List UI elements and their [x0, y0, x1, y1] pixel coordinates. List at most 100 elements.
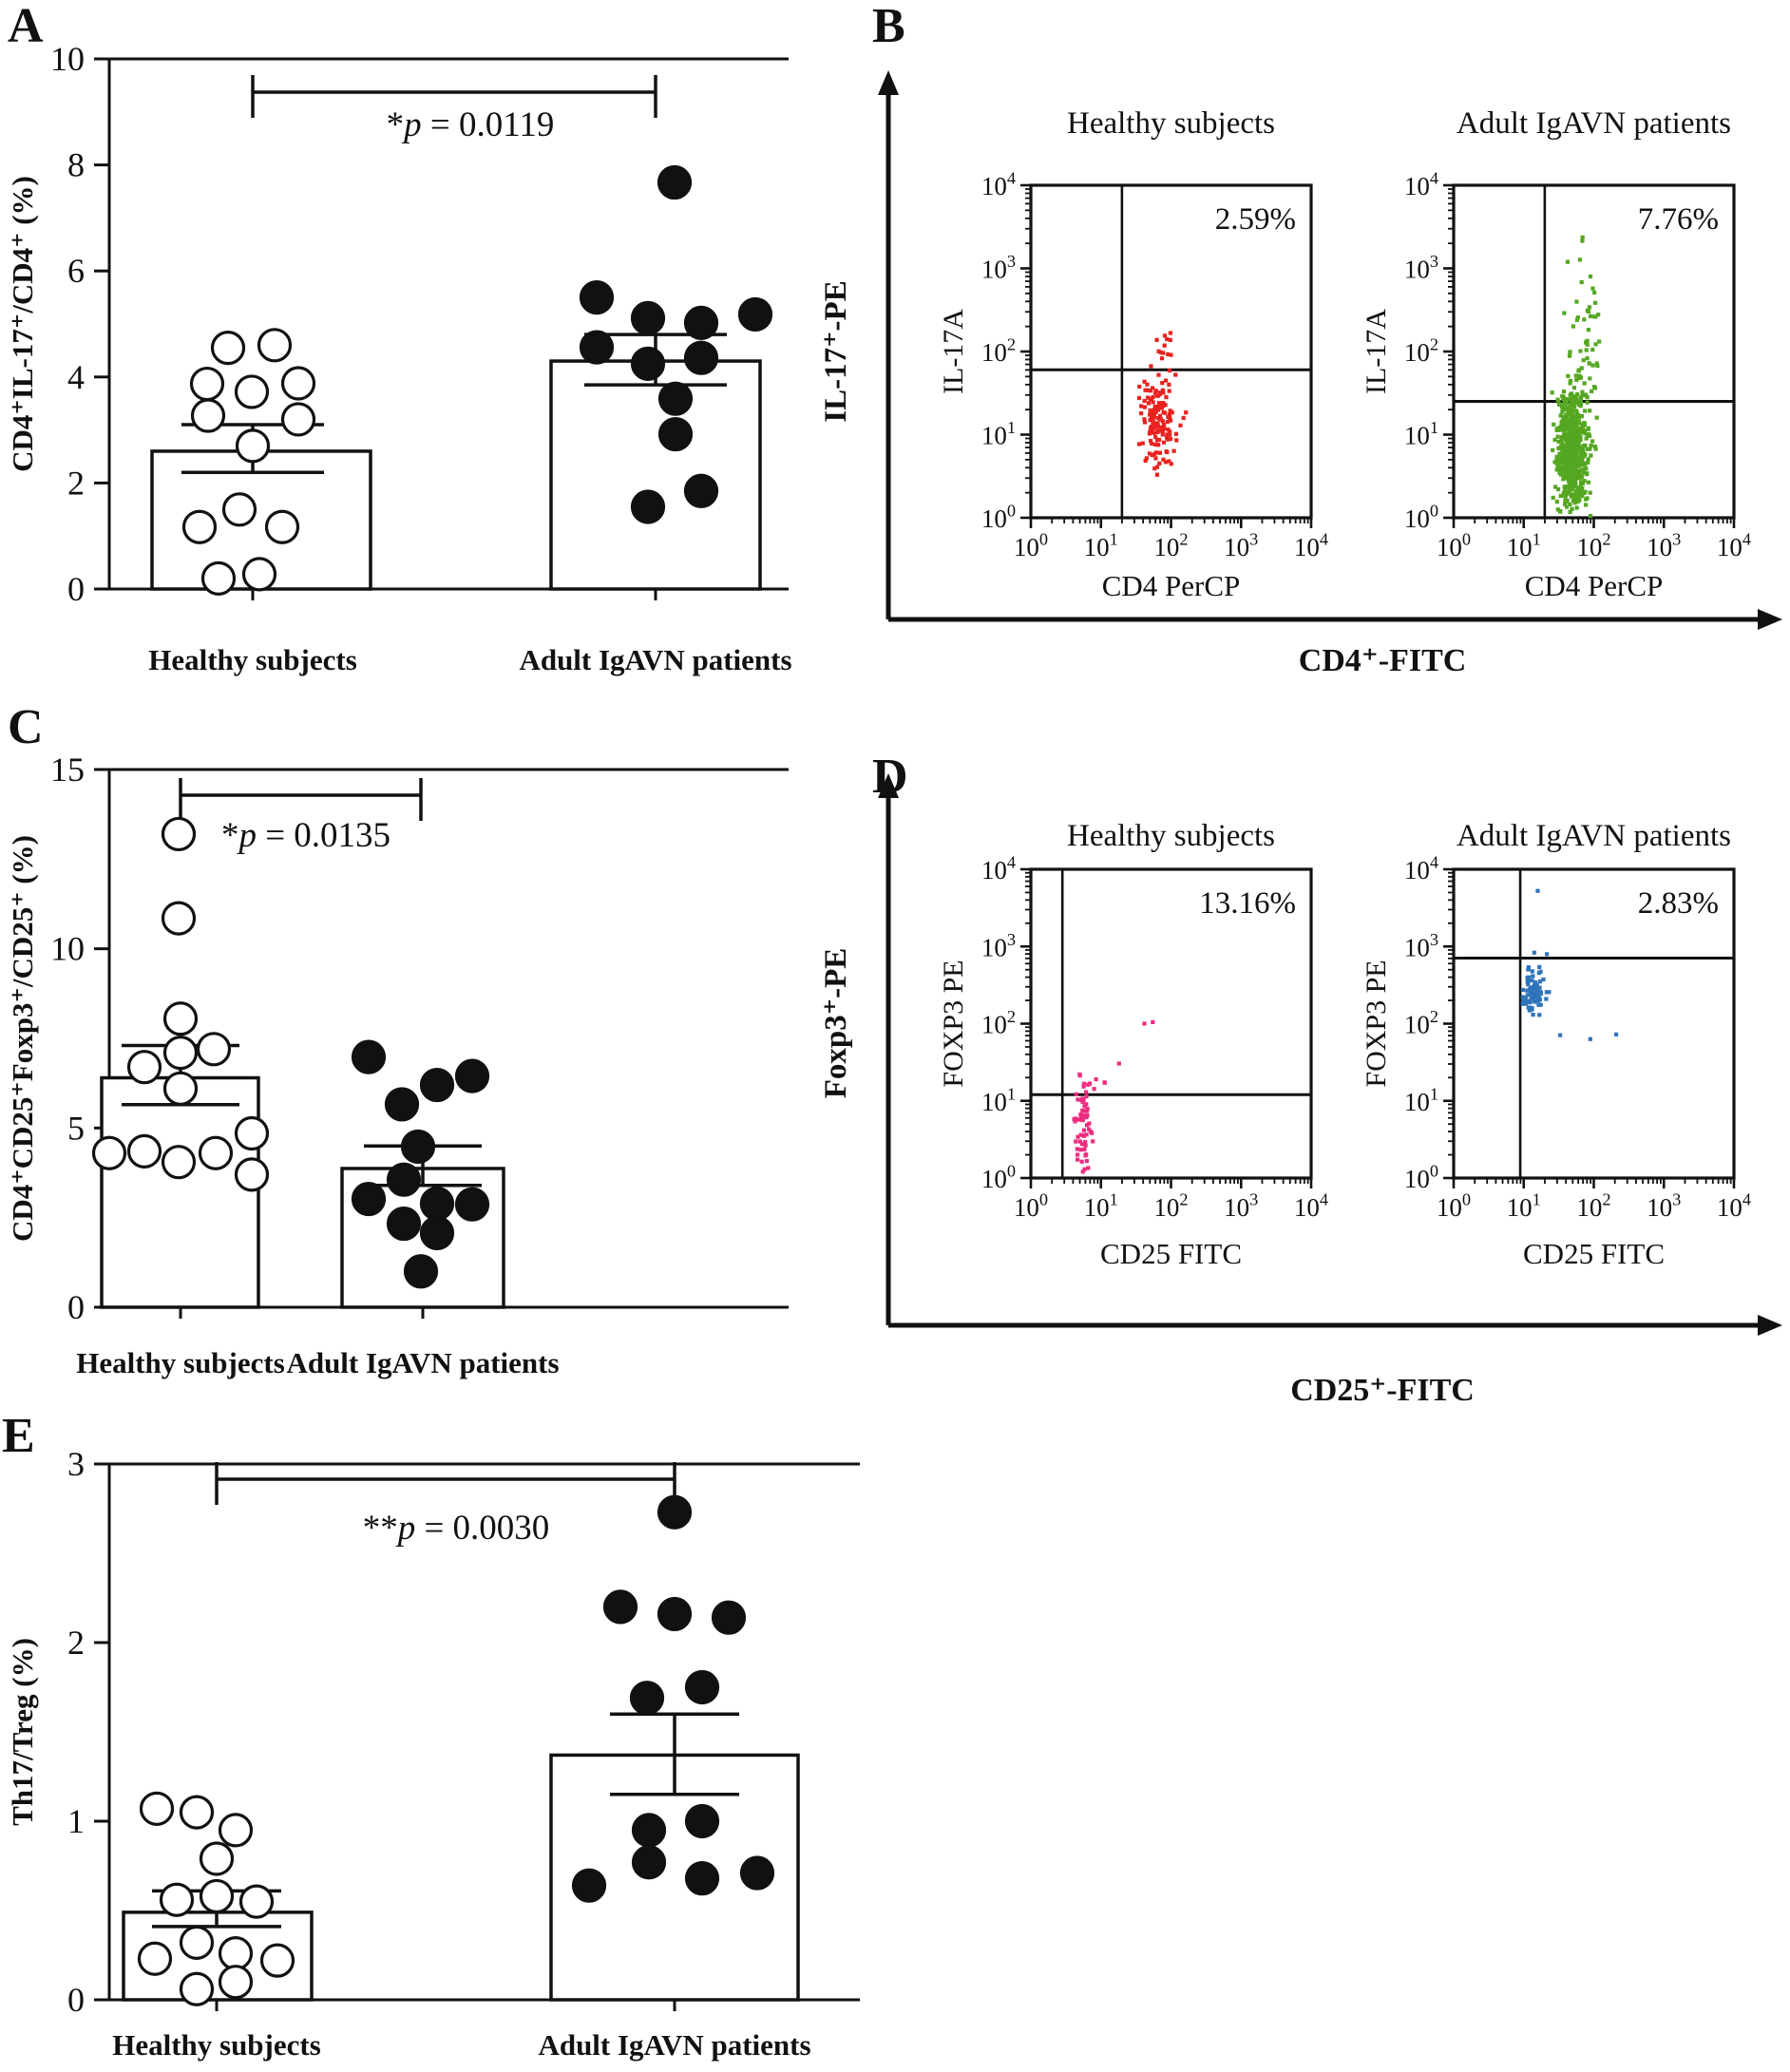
data-point-open	[280, 366, 316, 401]
flow-event-dot	[1168, 436, 1173, 442]
flow-event-dot	[1569, 407, 1573, 412]
flow-event-dot	[1536, 994, 1541, 998]
flow-y-tick-label: 102	[1404, 335, 1438, 367]
flow-event-dot	[1580, 480, 1585, 485]
flow-event-dot	[1559, 442, 1565, 447]
flow-event-dot	[1148, 396, 1152, 402]
flow-event-dot	[1151, 1019, 1155, 1024]
flow-event-dot	[1552, 437, 1557, 443]
flow-event-dot	[1592, 445, 1597, 449]
flow-event-dot	[1564, 466, 1569, 471]
flow-x-tick-label: 102	[1576, 530, 1610, 561]
flow-x-tick-label: 104	[1717, 1190, 1751, 1222]
flow-event-dot	[1569, 463, 1574, 468]
flow-event-dot	[1552, 422, 1556, 427]
flow-event-dot	[1085, 1107, 1090, 1112]
y-tick-label: 2	[67, 1624, 85, 1662]
y-tick-label: 0	[67, 1288, 85, 1326]
flow-event-dot	[1083, 1139, 1088, 1145]
flow-event-dot	[1169, 352, 1173, 357]
data-point-open	[190, 398, 226, 433]
flow-event-dot	[1086, 1166, 1091, 1170]
flow-x-tick-label: 103	[1647, 530, 1681, 561]
figure-element: 10	[981, 1088, 1007, 1116]
figure-element: 3	[1672, 530, 1681, 549]
flow-event-dot	[1560, 467, 1566, 472]
flow-event-dot	[1148, 389, 1153, 393]
flow-event-dot	[1562, 401, 1568, 406]
figure-element: 10	[1437, 1193, 1462, 1222]
flow-event-dot	[1576, 420, 1581, 426]
flow-event-dot	[1136, 395, 1142, 401]
data-point-open	[196, 1032, 232, 1067]
flow-event-dot	[1559, 437, 1564, 443]
y-tick-label: 0	[67, 1981, 85, 2019]
figure-element: 4	[1007, 169, 1016, 188]
p-value-label: *p = 0.0135	[221, 816, 390, 855]
figure-element: 3	[1007, 252, 1016, 271]
data-point-filled	[579, 280, 615, 315]
flow-x-axis-title: CD25 FITC	[1100, 1237, 1242, 1270]
figure-element: 10	[1404, 172, 1430, 200]
flow-event-dot	[1577, 402, 1582, 408]
flow-event-dot	[1156, 372, 1161, 377]
figure-element: 4	[1742, 530, 1751, 549]
flow-event-dot	[1169, 462, 1173, 466]
figure-element: 2	[1007, 335, 1016, 354]
outer-y-axis-arrowhead	[878, 70, 899, 95]
flow-event-dot	[1561, 390, 1567, 394]
flow-event-dot	[1561, 427, 1566, 431]
flow-event-dot	[1566, 475, 1571, 481]
data-point-filled	[737, 296, 773, 333]
flow-event-dot	[1556, 399, 1561, 404]
flow-event-dot	[1084, 1132, 1089, 1137]
flow-event-dot	[1580, 493, 1585, 499]
figure-element: 4	[1430, 853, 1438, 872]
flow-event-dot	[1157, 450, 1163, 455]
figure-element: 10	[1404, 1088, 1430, 1116]
flow-event-dot	[1560, 454, 1565, 459]
flow-event-dot	[1152, 409, 1158, 414]
figure-element: 4	[1430, 169, 1438, 188]
flow-event-dot	[1587, 309, 1591, 314]
outer-x-axis-title: CD25⁺-FITC	[1290, 1373, 1475, 1408]
flow-event-dot	[1585, 400, 1590, 405]
y-tick-label: 10	[50, 930, 85, 968]
data-point-open	[91, 1135, 127, 1170]
p-value-label: **p = 0.0030	[363, 1509, 550, 1548]
flow-event-dot	[1592, 290, 1597, 295]
flow-event-dot	[1167, 412, 1172, 417]
data-point-open	[280, 402, 316, 437]
outer-x-axis-arrowhead	[1758, 609, 1782, 630]
flow-event-dot	[1560, 409, 1565, 414]
flow-event-dot	[1525, 993, 1530, 998]
flow-event-dot	[1563, 460, 1569, 465]
flow-event-dot	[1163, 460, 1169, 465]
panel-c-bar-scatter-chart: 0 5 10 15 CD4⁺CD25⁺Foxp3⁺/CD25⁺ (%) *p = 0.01…	[6, 751, 789, 1379]
flow-event-dot	[1148, 426, 1153, 430]
flow-event-dot	[1573, 479, 1578, 484]
flow-event-dot	[1567, 438, 1571, 444]
flow-event-dot	[1116, 1061, 1121, 1066]
data-point-open	[162, 1071, 199, 1106]
data-point-filled	[629, 1681, 665, 1716]
figure-element: 10	[1404, 422, 1430, 450]
flow-event-dot	[1544, 990, 1550, 995]
flow-event-dot	[1541, 977, 1546, 982]
flow-event-dot	[1553, 485, 1558, 489]
flow-y-tick-label: 101	[1404, 1084, 1438, 1115]
data-point-filled	[739, 1855, 775, 1891]
flow-event-dot	[1153, 456, 1158, 461]
flow-event-dot	[1573, 468, 1578, 473]
flow-event-dot	[1568, 451, 1573, 457]
flow-event-dot	[1538, 1002, 1543, 1007]
flow-event-dot	[1544, 997, 1549, 1001]
flow-x-tick-label: 100	[1014, 1190, 1048, 1222]
flow-event-dot	[1157, 461, 1162, 466]
flow-y-tick-label: 101	[1404, 418, 1438, 449]
flow-event-dot	[1576, 487, 1581, 492]
flow-event-dot	[1564, 452, 1569, 457]
flow-event-dot	[1160, 419, 1165, 424]
flow-event-dot	[1152, 414, 1157, 419]
flow-event-dot	[1142, 379, 1147, 384]
